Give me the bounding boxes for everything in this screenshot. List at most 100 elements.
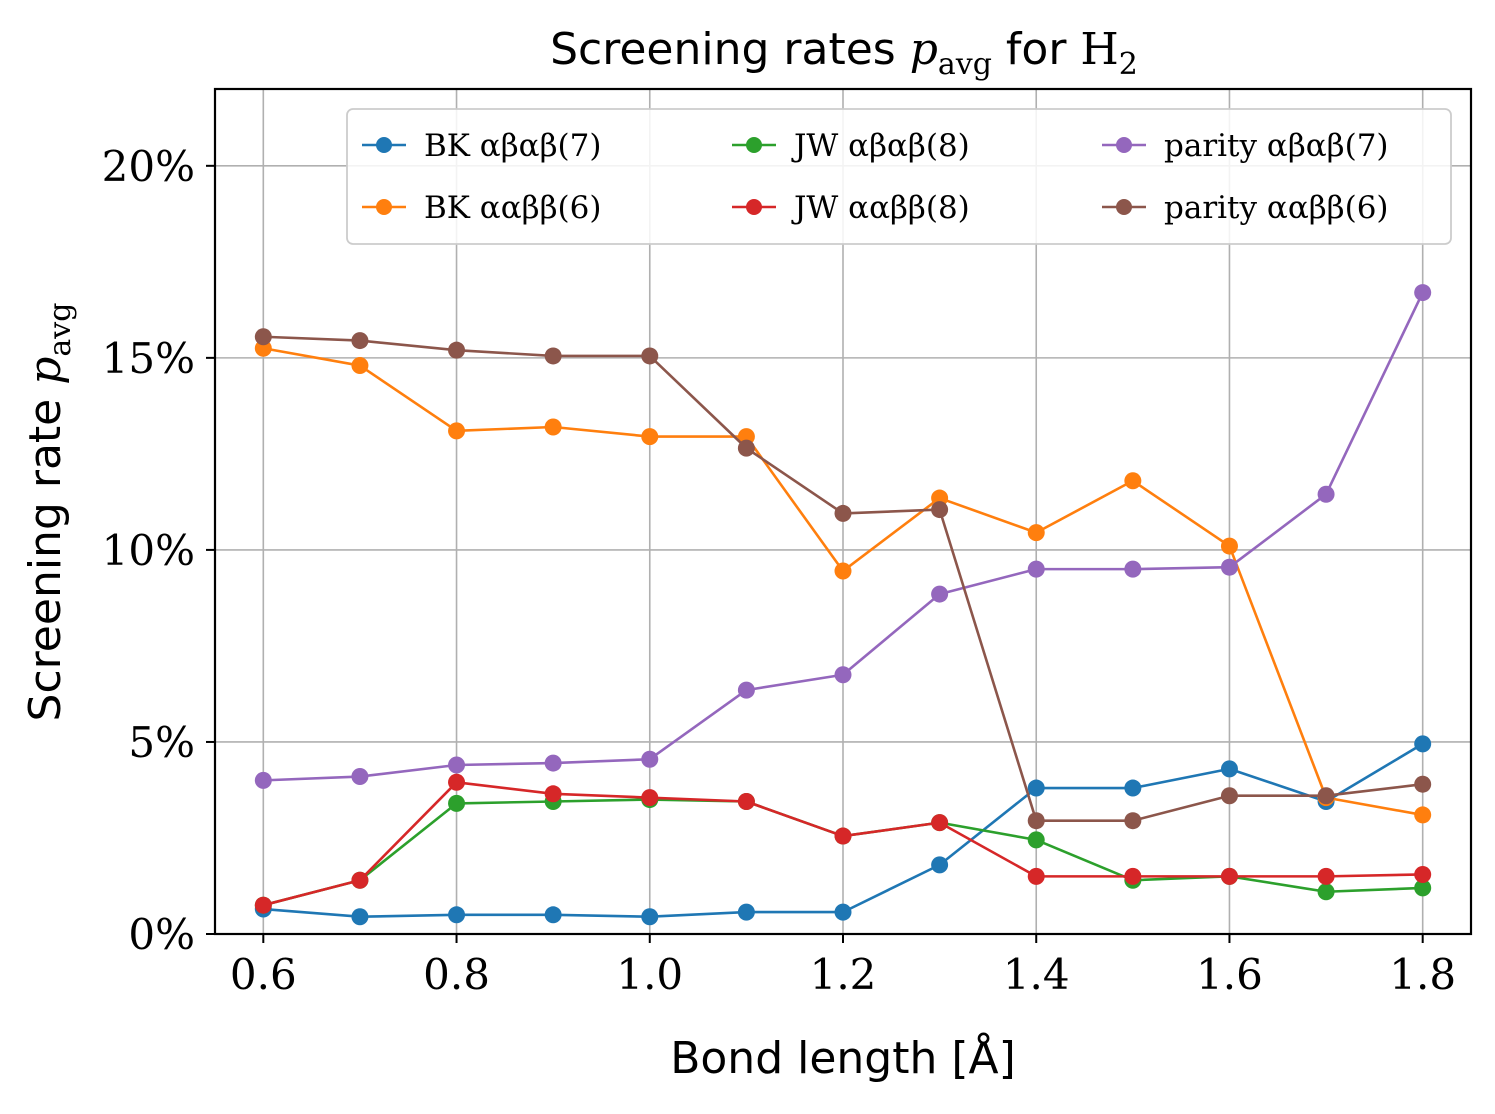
- series-4: [254, 284, 1432, 789]
- data-point: [544, 785, 562, 803]
- series-5: [254, 328, 1432, 830]
- data-point: [1220, 787, 1238, 805]
- data-point: [544, 347, 562, 365]
- y-tick-label: 10%: [102, 526, 195, 575]
- y-tick-label: 0%: [128, 910, 195, 959]
- data-point: [351, 768, 369, 786]
- data-point: [737, 439, 755, 457]
- data-point: [544, 418, 562, 436]
- legend-label: BK ααββ(6): [424, 190, 601, 226]
- data-point: [448, 794, 466, 812]
- data-point: [1317, 485, 1335, 503]
- data-point: [1027, 812, 1045, 830]
- data-point: [448, 341, 466, 359]
- data-point: [834, 562, 852, 580]
- legend-marker: [1116, 137, 1132, 153]
- data-point: [931, 585, 949, 603]
- legend-box: [346, 108, 1452, 245]
- x-tick-label: 0.6: [230, 950, 297, 999]
- y-axis-label: Screening rate pavg: [20, 303, 78, 722]
- data-point: [254, 771, 272, 789]
- data-point: [448, 756, 466, 774]
- data-point: [931, 501, 949, 519]
- data-point: [351, 871, 369, 889]
- data-point: [1414, 865, 1432, 883]
- data-point: [1414, 284, 1432, 302]
- data-point: [1317, 883, 1335, 901]
- legend-marker: [376, 137, 392, 153]
- data-point: [1124, 560, 1142, 578]
- data-point: [544, 906, 562, 924]
- data-point: [448, 422, 466, 440]
- data-point: [931, 856, 949, 874]
- data-point: [1124, 812, 1142, 830]
- data-point: [1027, 867, 1045, 885]
- series-1: [254, 339, 1432, 824]
- data-point: [448, 906, 466, 924]
- data-point: [834, 666, 852, 684]
- legend-entry: JW ααββ(8): [732, 190, 970, 226]
- data-point: [641, 789, 659, 807]
- series-layer: [254, 284, 1432, 926]
- data-point: [544, 754, 562, 772]
- x-tick-label: 1.4: [1003, 950, 1070, 999]
- data-point: [1220, 867, 1238, 885]
- data-point: [254, 328, 272, 346]
- data-point: [737, 903, 755, 921]
- data-point: [351, 908, 369, 926]
- data-point: [254, 896, 272, 914]
- data-point: [641, 347, 659, 365]
- data-point: [1220, 537, 1238, 555]
- legend-entry: BK ααββ(6): [362, 190, 601, 226]
- data-point: [641, 750, 659, 768]
- legend-marker: [746, 199, 762, 215]
- data-point: [1124, 472, 1142, 490]
- y-tick-label: 20%: [102, 142, 195, 191]
- x-tick-label: 1.0: [616, 950, 683, 999]
- series-0: [254, 735, 1432, 926]
- data-point: [351, 357, 369, 375]
- data-point: [834, 903, 852, 921]
- data-point: [1414, 735, 1432, 753]
- data-point: [1124, 779, 1142, 797]
- data-point: [448, 773, 466, 791]
- legend-label: JW ααββ(8): [791, 190, 970, 226]
- x-tick-label: 1.6: [1196, 950, 1263, 999]
- data-point: [737, 681, 755, 699]
- x-tick-label: 1.2: [810, 950, 877, 999]
- data-point: [1027, 779, 1045, 797]
- legend-marker: [376, 199, 392, 215]
- x-tick-label: 0.8: [423, 950, 490, 999]
- legend-marker: [1116, 199, 1132, 215]
- x-axis-label: Bond length [Å]: [670, 1031, 1016, 1084]
- data-point: [737, 792, 755, 810]
- data-point: [834, 504, 852, 522]
- y-tick-label: 5%: [128, 718, 195, 767]
- data-point: [1414, 775, 1432, 793]
- data-point: [1317, 867, 1335, 885]
- data-point: [1027, 831, 1045, 849]
- y-tick-label: 15%: [102, 334, 195, 383]
- legend-entry: parity αβαβ(7): [1102, 128, 1389, 164]
- x-tick-label: 1.8: [1389, 950, 1456, 999]
- legend: BK αβαβ(7) BK ααββ(6) JW αβαβ(8) JW ααββ(8)…: [346, 108, 1452, 245]
- series-3: [254, 773, 1432, 914]
- legend-entry: BK αβαβ(7): [362, 128, 601, 164]
- data-point: [1220, 558, 1238, 576]
- data-point: [834, 827, 852, 845]
- data-point: [1220, 760, 1238, 778]
- chart-title: Screening rates pavg for H2: [550, 24, 1138, 82]
- data-point: [1124, 867, 1142, 885]
- legend-label: JW αβαβ(8): [791, 128, 970, 164]
- legend-label: BK αβαβ(7): [424, 128, 601, 164]
- legend-label: parity αβαβ(7): [1164, 128, 1389, 164]
- legend-label: parity ααββ(6): [1164, 190, 1389, 226]
- data-point: [351, 332, 369, 350]
- data-point: [641, 908, 659, 926]
- data-point: [1414, 879, 1432, 897]
- data-point: [1027, 560, 1045, 578]
- data-point: [1414, 806, 1432, 824]
- data-point: [641, 428, 659, 446]
- legend-entry: JW αβαβ(8): [732, 128, 970, 164]
- data-point: [1317, 787, 1335, 805]
